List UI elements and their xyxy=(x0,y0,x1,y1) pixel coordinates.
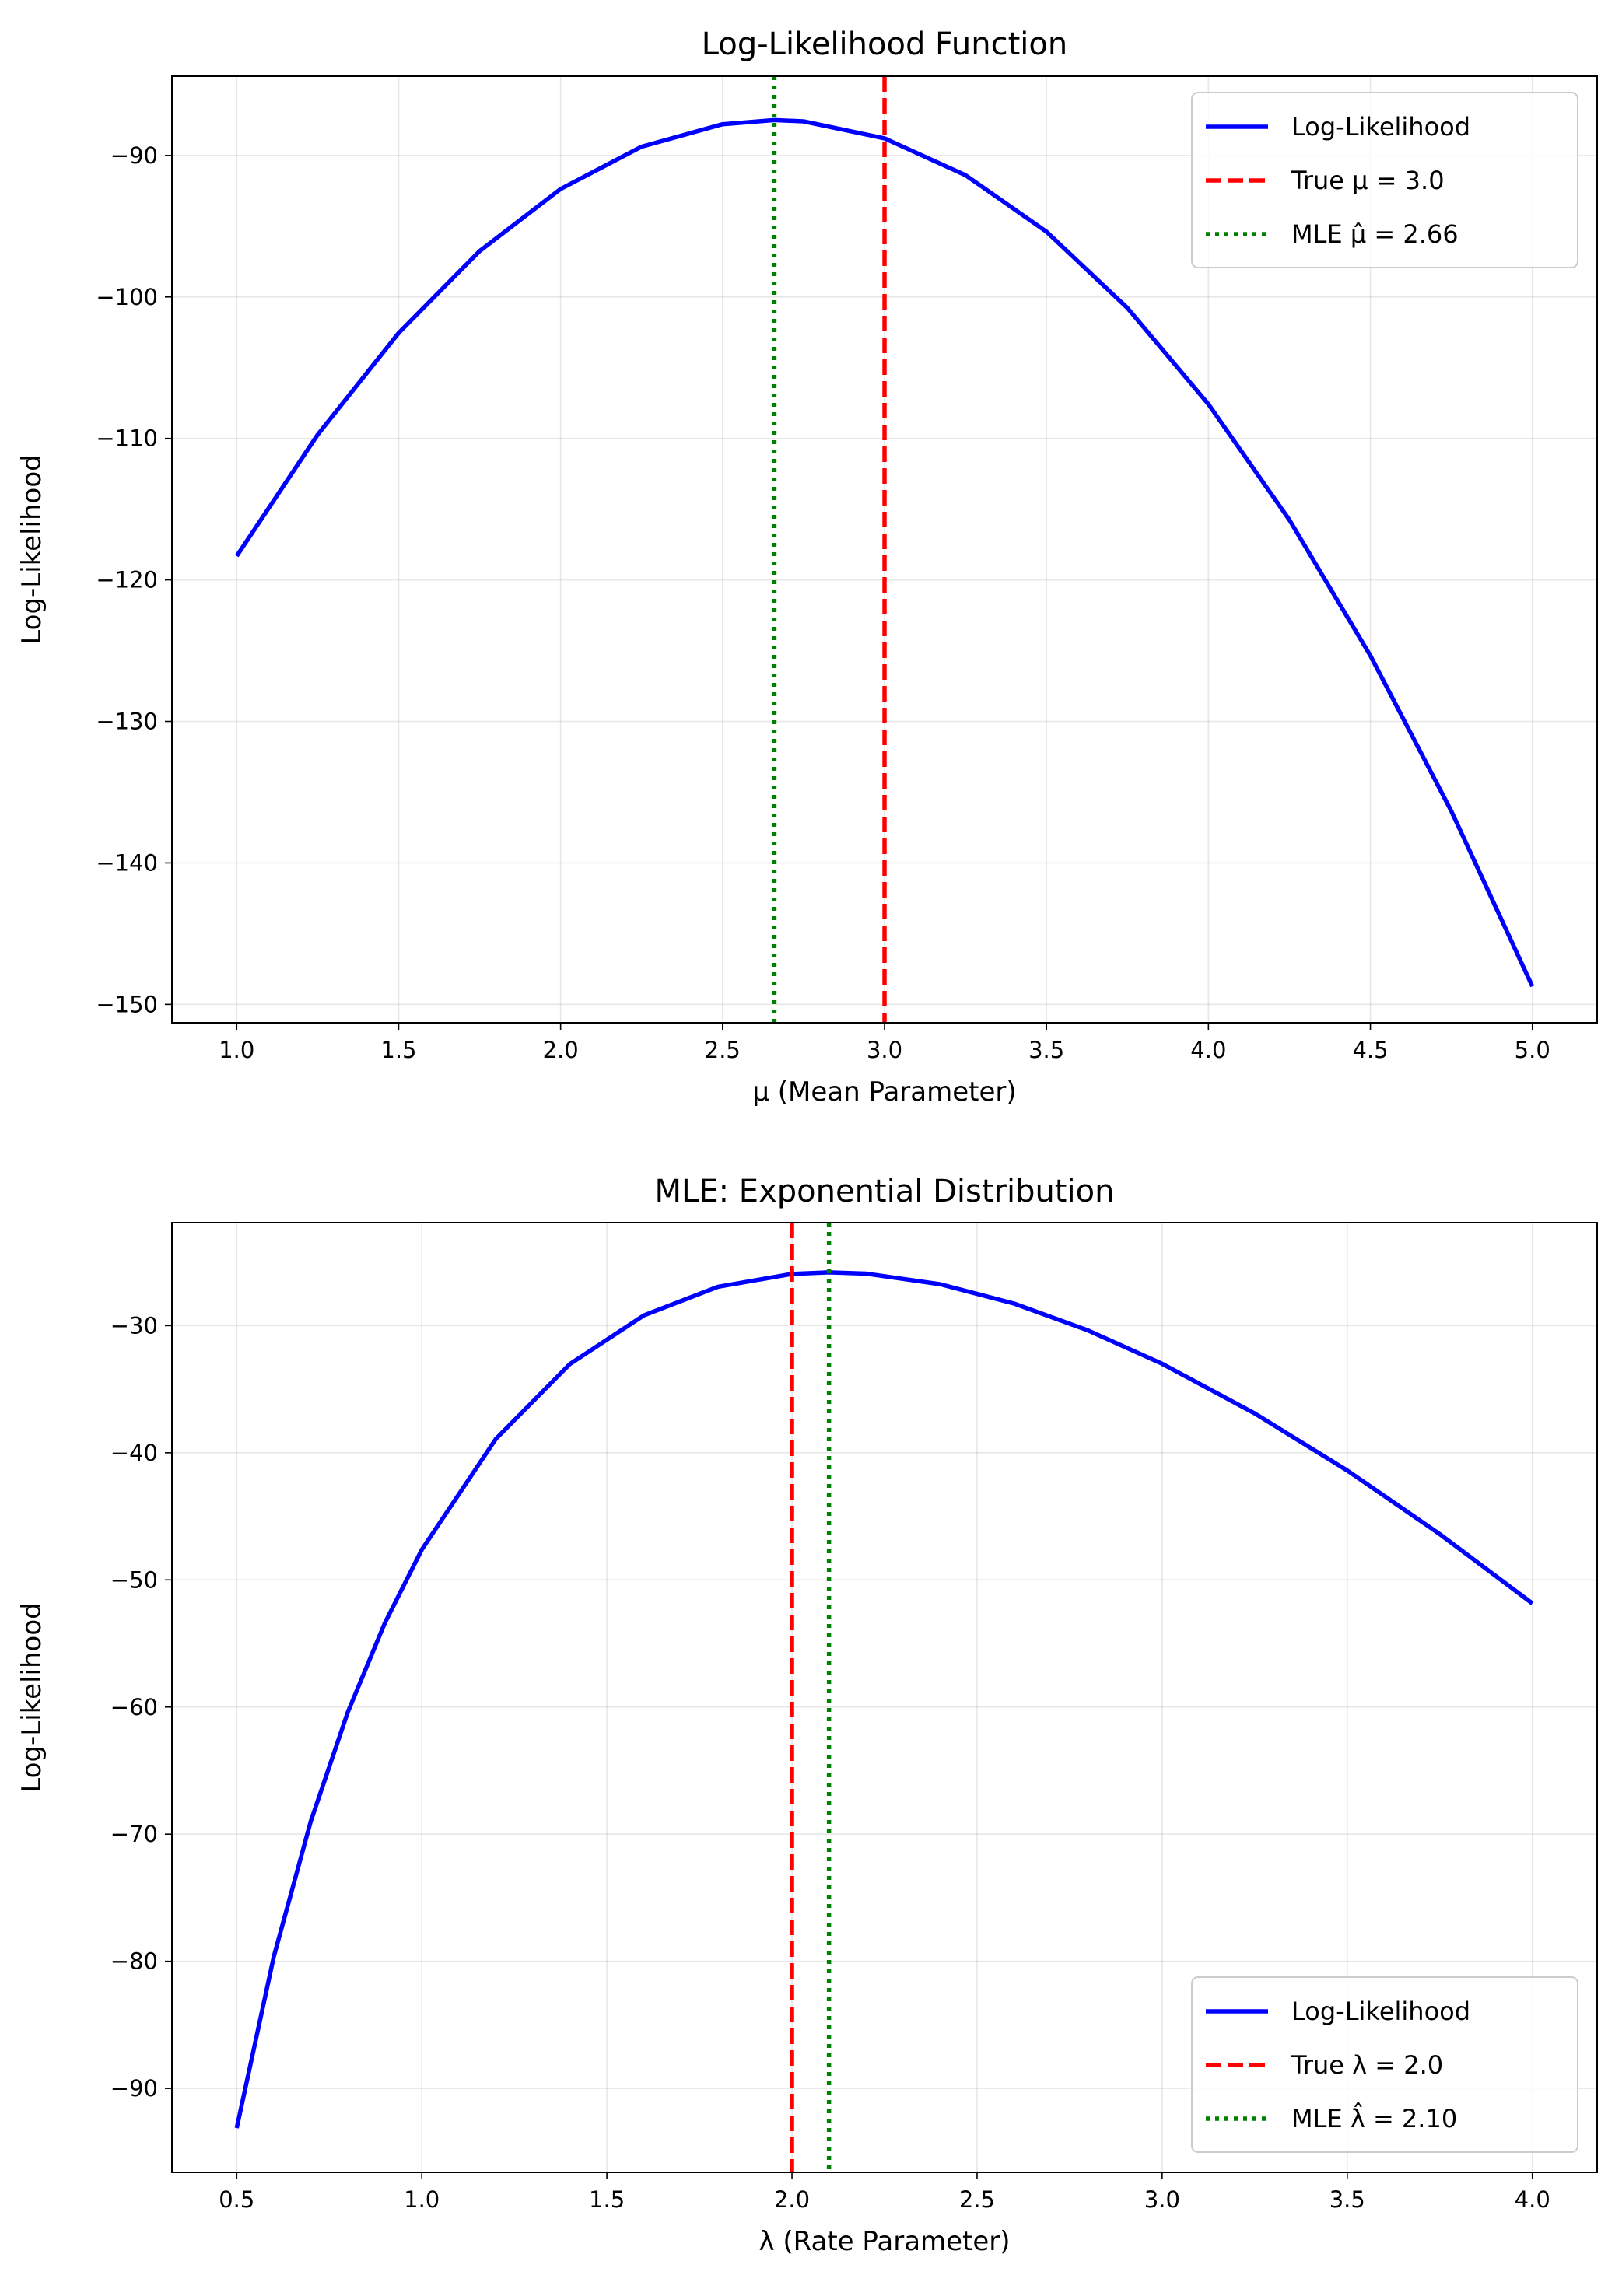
x-tick-label: 1.0 xyxy=(219,1037,254,1063)
y-tick-label: −30 xyxy=(110,1312,158,1339)
y-tick-label: −140 xyxy=(96,849,158,876)
x-tick-label: 2.5 xyxy=(959,2186,995,2213)
legend: Log-Likelihood True μ = 3.0 MLE μ̂ = 2.66 xyxy=(1191,92,1578,268)
x-tick-label: 1.5 xyxy=(589,2186,625,2213)
x-tick-label: 4.0 xyxy=(1515,2186,1550,2213)
legend: Log-Likelihood True λ = 2.0 MLE λ̂ = 2.10 xyxy=(1191,1976,1578,2153)
legend-entry-true-value-label: True μ = 3.0 xyxy=(1291,166,1445,195)
x-tick-label: 2.0 xyxy=(543,1037,579,1063)
y-tick-label: −60 xyxy=(110,1694,158,1720)
chart-title: Log-Likelihood Function xyxy=(702,26,1067,62)
y-tick-label: −150 xyxy=(96,991,158,1017)
x-tick-label: 3.0 xyxy=(1144,2186,1180,2213)
y-tick-label: −70 xyxy=(110,1821,158,1847)
axes-frame xyxy=(171,1222,1598,2173)
x-axis-label: μ (Mean Parameter) xyxy=(752,1076,1016,1108)
x-tick-label: 3.5 xyxy=(1028,1037,1064,1063)
x-tick-label: 5.0 xyxy=(1515,1037,1550,1063)
y-tick-label: −100 xyxy=(96,284,158,310)
y-tick-label: −110 xyxy=(96,425,158,452)
x-tick-label: 0.5 xyxy=(219,2186,254,2213)
series-line-log-likelihood xyxy=(235,117,1535,988)
legend-entry-log-likelihood-label: Log-Likelihood xyxy=(1291,1997,1470,2026)
x-tick-label: 3.0 xyxy=(867,1037,902,1063)
legend-box xyxy=(1191,92,1578,268)
x-tick-label: 2.5 xyxy=(705,1037,741,1063)
x-tick-label: 4.0 xyxy=(1190,1037,1226,1063)
y-axis-label: Log-Likelihood xyxy=(16,454,47,644)
legend-entry-mle-label: MLE μ̂ = 2.66 xyxy=(1291,219,1459,249)
chart-1: MLE: Exponential Distribution 0.5 1.0 1.5 2.… xyxy=(16,1174,1598,2257)
x-tick-label: 4.5 xyxy=(1352,1037,1388,1063)
x-axis-label: λ (Rate Parameter) xyxy=(758,2226,1010,2257)
legend-entry-true-value-label: True λ = 2.0 xyxy=(1291,2050,1443,2080)
x-tick-label: 1.0 xyxy=(404,2186,440,2213)
y-tick-label: −40 xyxy=(110,1440,158,1466)
y-tick-label: −50 xyxy=(110,1566,158,1593)
y-tick-label: −120 xyxy=(96,567,158,593)
y-tick-label: −130 xyxy=(96,709,158,735)
x-tick-label: 2.0 xyxy=(774,2186,810,2213)
y-axis-label: Log-Likelihood xyxy=(16,1602,47,1792)
legend-entry-mle-label: MLE λ̂ = 2.10 xyxy=(1291,2102,1457,2133)
legend-entry-log-likelihood-label: Log-Likelihood xyxy=(1291,112,1470,142)
chart-0: Log-Likelihood Function 1.0 1.5 2.0 2.5 3.0 3.… xyxy=(16,26,1598,1108)
y-tick-label: −90 xyxy=(110,2075,158,2102)
y-tick-label: −80 xyxy=(110,1948,158,1975)
chart-title: MLE: Exponential Distribution xyxy=(655,1174,1115,1209)
x-tick-label: 1.5 xyxy=(380,1037,416,1063)
axes-frame xyxy=(171,75,1598,1024)
legend-box xyxy=(1191,1976,1578,2153)
y-tick-label: −90 xyxy=(110,142,158,169)
x-tick-label: 3.5 xyxy=(1329,2186,1365,2213)
